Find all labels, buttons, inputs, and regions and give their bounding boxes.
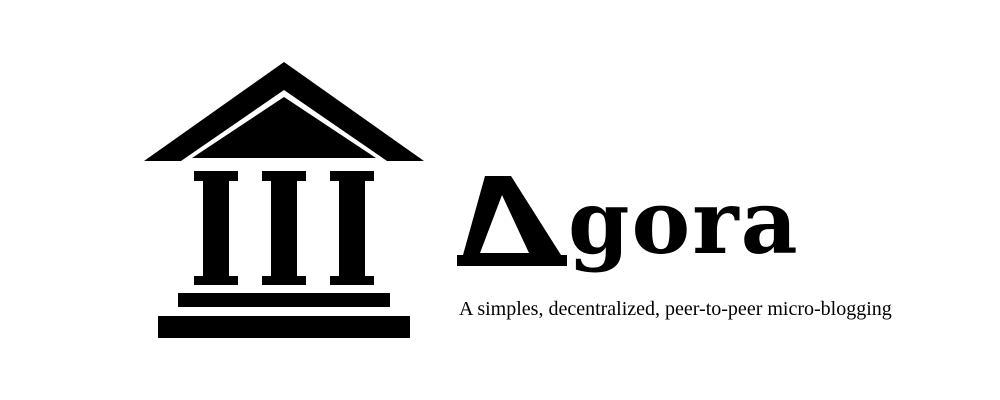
temple-step-lower xyxy=(158,316,410,338)
column-left xyxy=(203,181,229,276)
column-capital-right xyxy=(330,171,374,181)
column-middle xyxy=(271,181,297,276)
brand-name: gora xyxy=(568,170,800,274)
column-capital-left xyxy=(194,171,238,181)
column-base-middle xyxy=(262,276,306,285)
column-base-right xyxy=(330,276,374,285)
temple-step-upper xyxy=(178,293,390,307)
triangle-a-icon xyxy=(457,176,567,266)
column-base-left xyxy=(194,276,238,285)
temple-roof xyxy=(144,62,424,161)
temple-pediment xyxy=(192,97,376,158)
tagline: A simples, decentralized, peer-to-peer m… xyxy=(459,298,892,320)
column-right xyxy=(339,181,365,276)
column-capital-middle xyxy=(262,171,306,181)
